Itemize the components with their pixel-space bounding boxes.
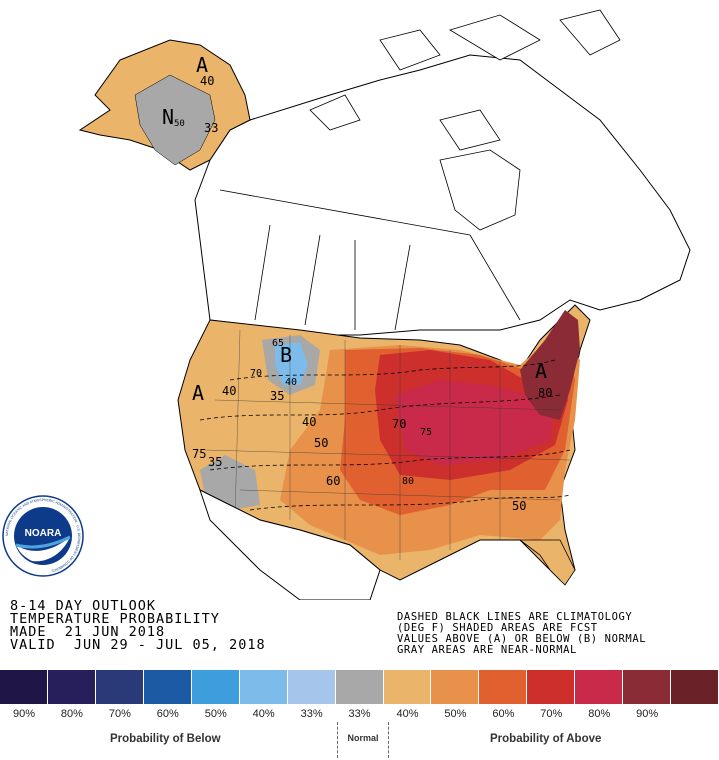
legend-percent: 50% (204, 708, 227, 720)
label-c-40: 40 (302, 415, 316, 429)
outlook-line-3: MADE 21 JUN 2018 (10, 624, 166, 640)
label-nw-35: 35 (270, 389, 284, 403)
legend-percent: 80% (588, 708, 611, 720)
note-line-2: (DEG F) SHADED AREAS ARE FCST (397, 622, 598, 634)
label-alaska-n: N (162, 105, 174, 129)
legend-percent (671, 708, 719, 720)
note-line-1: DASHED BLACK LINES ARE CLIMATOLOGY (397, 611, 633, 623)
legend-percent: 70% (108, 708, 131, 720)
note-line-4: GRAY AREAS ARE NEAR-NORMAL (397, 644, 577, 656)
label-c-80: 80 (402, 476, 414, 487)
label-west-40: 40 (222, 384, 236, 398)
label-ne-a: A (535, 359, 547, 383)
label-west-75: 75 (192, 447, 206, 461)
legend-percent: 60% (492, 708, 515, 720)
note-line-3: VALUES ABOVE (A) OR BELOW (B) NORMAL (397, 633, 647, 645)
label-c-75: 75 (420, 427, 432, 438)
legend-swatch (95, 670, 144, 704)
nw-below-core (275, 342, 308, 385)
outlook-line-1: 8-14 DAY OUTLOOK (10, 598, 157, 614)
noaa-logo-text: NOARA (25, 528, 62, 539)
sw-normal-area (200, 455, 260, 510)
legend-swatch (239, 670, 288, 704)
legend-percent: 40% (252, 708, 275, 720)
legend-percent: 33% (348, 708, 371, 720)
legend-percent: 50% (444, 708, 467, 720)
alaska-normal-area (134, 74, 216, 166)
label-nw-40: 40 (285, 377, 297, 388)
legend-percent: 70% (540, 708, 563, 720)
label-nw-b: B (280, 343, 292, 367)
label-c-50: 50 (314, 436, 328, 450)
legend-below-label: Probability of Below (110, 733, 221, 745)
arctic-islands (309, 9, 621, 151)
legend-swatch (431, 670, 480, 704)
label-alaska-33: 33 (204, 121, 218, 135)
band-ne-90 (520, 310, 580, 420)
outlook-title-block: 8-14 DAY OUTLOOK TEMPERATURE PROBABILITY… (10, 598, 266, 653)
legend-swatch (671, 670, 719, 704)
legend-swatch (191, 670, 240, 704)
legend-swatch (287, 670, 336, 704)
band-80 (395, 380, 555, 465)
legend-normal-label: Normal (347, 733, 379, 743)
state-lines (204, 329, 571, 560)
legend-percent: 40% (396, 708, 419, 720)
legend-above-label: Probability of Above (490, 733, 602, 745)
mexico-landmass (199, 489, 381, 600)
notes-block: DASHED BLACK LINES ARE CLIMATOLOGY (DEG … (397, 612, 646, 656)
canada-landmass (194, 54, 691, 336)
legend-swatch (47, 670, 96, 704)
outlook-line-2: TEMPERATURE PROBABILITY (10, 611, 220, 627)
outlook-line-4: VALID JUN 29 - JUL 05, 2018 (10, 637, 266, 653)
legend-swatch (623, 670, 672, 704)
label-alaska-50: 50 (174, 119, 185, 129)
legend-swatch (383, 670, 432, 704)
normal-divider-left (337, 722, 338, 758)
normal-divider-right (388, 722, 389, 758)
noaa-logo-icon: NOARA NATIONAL OCEANIC AND ATMOSPHERIC A… (2, 495, 84, 577)
legend-swatch (0, 670, 48, 704)
label-west-a: A (192, 381, 204, 405)
label-west-35: 35 (208, 455, 222, 469)
label-nw-70: 70 (250, 368, 262, 379)
label-nw-65: 65 (272, 338, 284, 349)
label-c-60: 60 (326, 474, 340, 488)
outlook-map: A 40 N 50 33 A 40 75 35 65 B 70 40 35 40… (78, 9, 691, 600)
legend-percent-labels: 90% 80% 70% 60% 50% 40% 33% 33% 40% 50% 60% 70% 80% 9… (0, 708, 719, 720)
legend-swatch (143, 670, 192, 704)
legend-percent: 90% (12, 708, 35, 720)
label-alaska-a: A (196, 53, 208, 77)
climatology-lines (199, 359, 571, 511)
label-c-70: 70 (392, 417, 406, 431)
legend-swatch (527, 670, 576, 704)
legend-swatch (479, 670, 528, 704)
legend-percent: 60% (156, 708, 179, 720)
florida (518, 539, 576, 586)
province-lines (219, 189, 521, 331)
legend-swatch (575, 670, 624, 704)
legend-swatch (335, 670, 384, 704)
legend-percent: 90% (636, 708, 659, 720)
legend-percent: 80% (60, 708, 83, 720)
label-se-50: 50 (512, 499, 526, 513)
label-alaska-40: 40 (200, 74, 214, 88)
legend-color-bar (0, 670, 719, 704)
legend-percent: 33% (300, 708, 323, 720)
label-ne-80: 80 (538, 386, 552, 400)
hudson-bay (439, 149, 521, 231)
